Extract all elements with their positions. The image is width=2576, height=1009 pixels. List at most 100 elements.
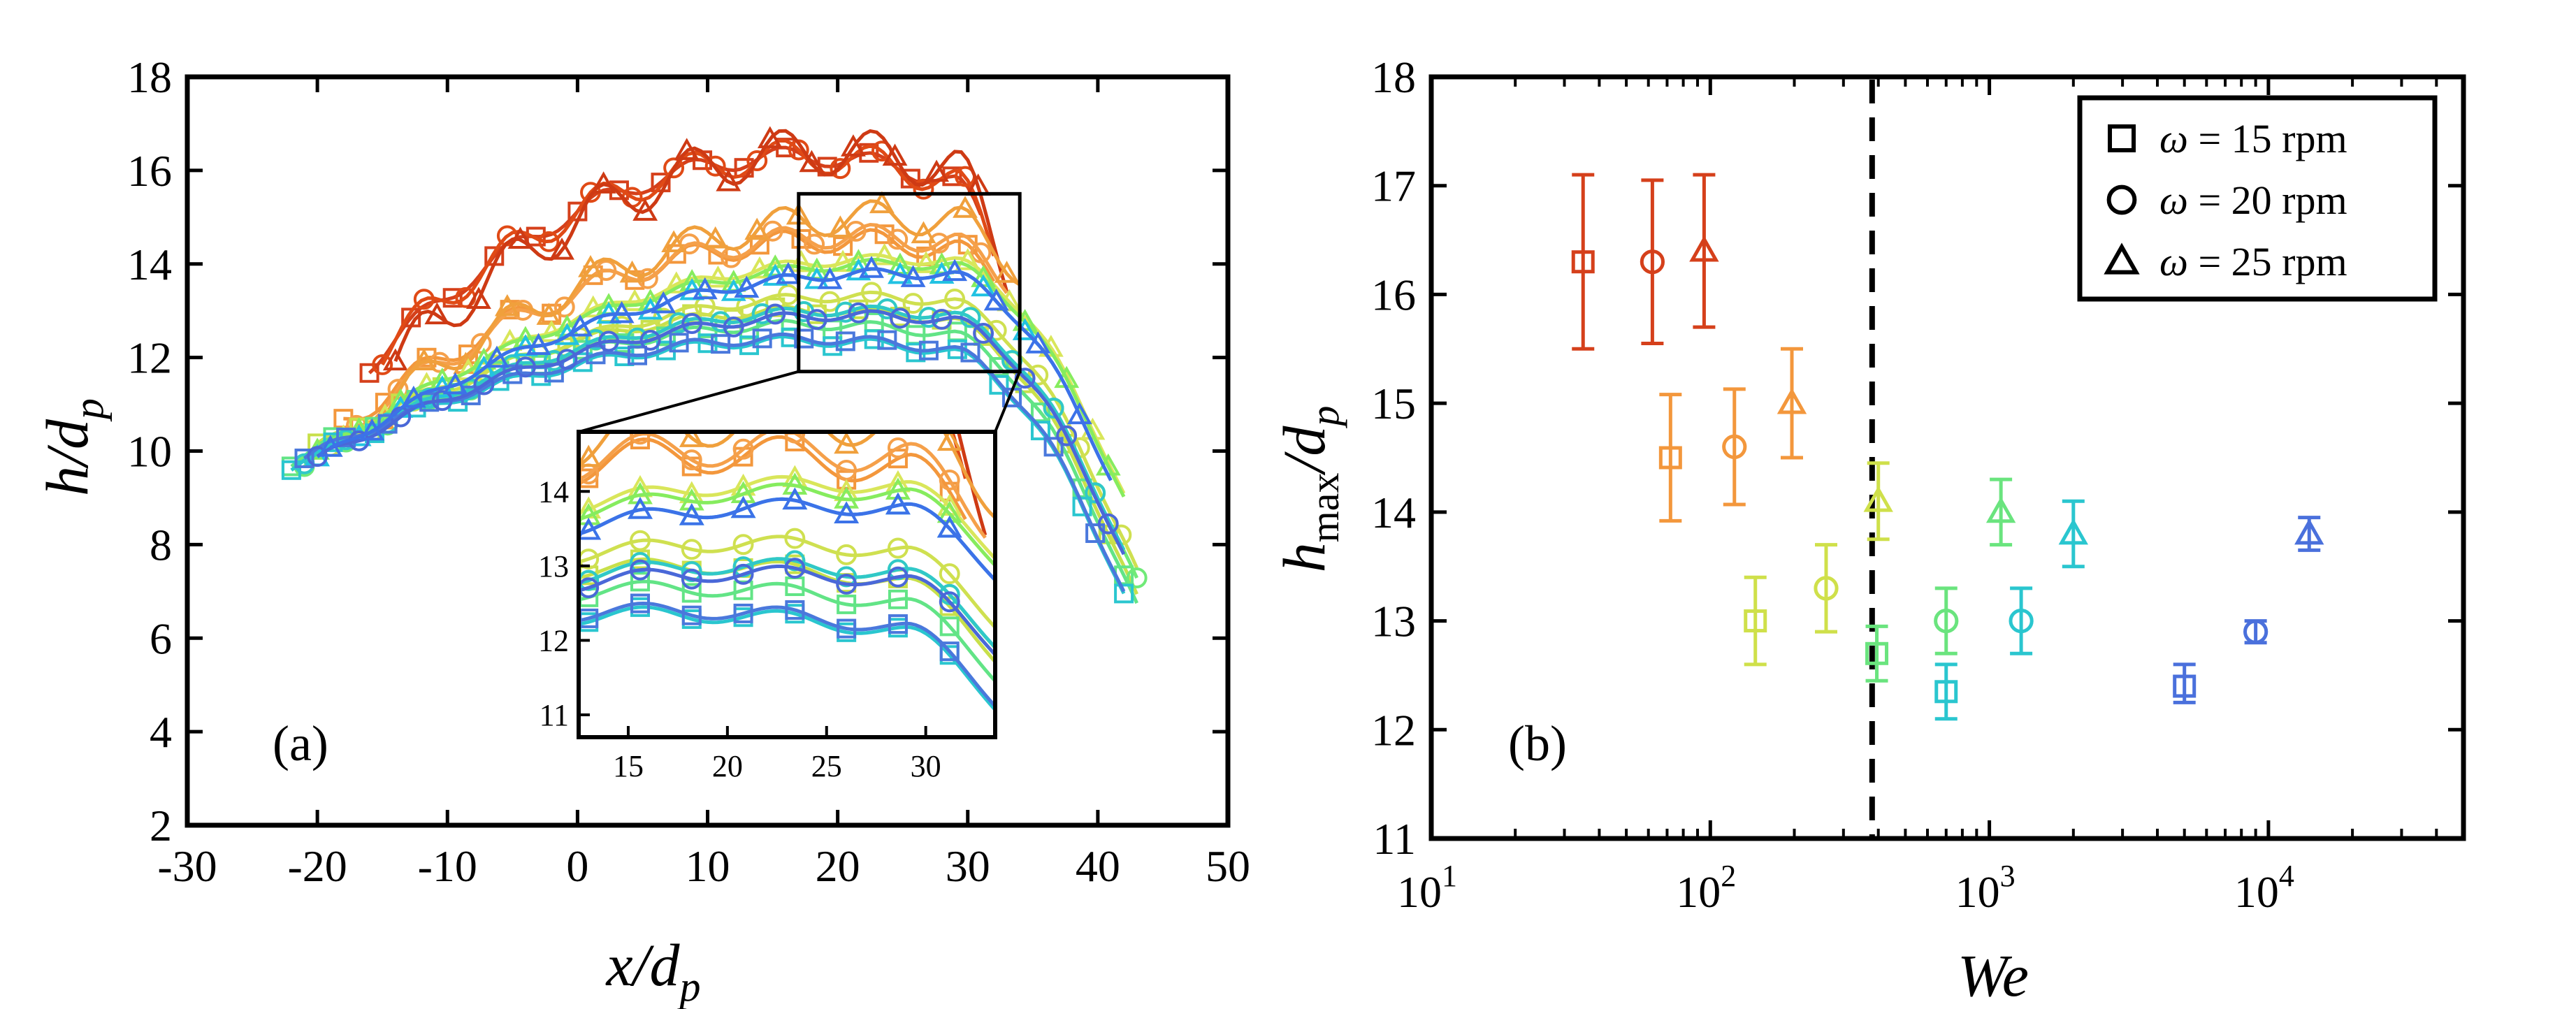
data-point xyxy=(1085,482,1106,504)
data-point xyxy=(723,316,744,337)
inset-data-point xyxy=(782,487,808,510)
data-point xyxy=(609,300,635,324)
data-point xyxy=(1640,249,1665,275)
inset-series-line xyxy=(579,474,995,560)
x-tick-label: 103 xyxy=(1955,859,2016,917)
x-tick-label: 40 xyxy=(1076,841,1120,891)
x-tick-label: -30 xyxy=(157,841,217,891)
inset-data-point xyxy=(939,616,960,637)
data-point xyxy=(791,228,811,249)
inset-data-point xyxy=(888,398,908,416)
data-point xyxy=(639,329,661,351)
data-point xyxy=(417,347,437,368)
inset-data-point xyxy=(679,503,704,525)
inset-series-line xyxy=(579,482,995,567)
panel-a-ticks: -30 -20 -10 0 10 20 30 40 50 2 4 6 8 10 12 14 16 18 xyxy=(127,52,1250,891)
y-tick-label: 14 xyxy=(1371,488,1416,537)
data-point xyxy=(2243,619,2269,644)
inset-data-point xyxy=(939,386,960,405)
inset-data-point xyxy=(732,534,754,556)
data-point xyxy=(674,138,700,160)
panel-b-points xyxy=(1571,173,2324,721)
data-point xyxy=(1025,331,1051,354)
y-tick-label: 12 xyxy=(127,333,172,383)
data-point xyxy=(2294,518,2324,545)
x-tick-label: -10 xyxy=(418,841,477,891)
series-line xyxy=(393,129,1008,363)
inset-data-point xyxy=(730,481,756,503)
data-point xyxy=(2058,518,2089,545)
data-point xyxy=(1030,421,1050,441)
panel-b-ylabel-sub: max xyxy=(1302,473,1347,543)
data-point xyxy=(661,230,687,253)
data-point xyxy=(627,345,647,365)
inset-y-tick-label: 13 xyxy=(538,549,569,583)
y-tick-label: 12 xyxy=(1371,705,1416,755)
legend-value: = 15 rpm xyxy=(2188,116,2347,161)
inset-x-tick-label: 20 xyxy=(712,749,743,783)
inset-data-point xyxy=(628,497,653,519)
inset-data-point xyxy=(887,437,909,458)
data-point xyxy=(1934,680,1958,704)
data-point xyxy=(294,448,314,468)
data-point xyxy=(765,303,786,325)
data-point xyxy=(1744,609,1767,633)
data-point xyxy=(1043,397,1064,419)
data-point xyxy=(382,348,408,371)
data-point xyxy=(924,159,950,182)
data-point xyxy=(681,313,703,334)
data-point xyxy=(830,249,855,273)
data-point xyxy=(591,171,616,194)
panel-b-ylabel: hmax/dp xyxy=(1271,406,1347,573)
data-point xyxy=(359,418,385,441)
data-point xyxy=(887,228,909,250)
data-point xyxy=(586,344,606,365)
x-tick-exp: 2 xyxy=(1721,859,1736,893)
panel-a-xlabel-main: x/d xyxy=(605,931,680,999)
data-point xyxy=(711,334,731,354)
data-point xyxy=(567,314,593,337)
data-point xyxy=(1689,235,1719,262)
data-point xyxy=(1056,425,1078,447)
data-point xyxy=(632,198,658,221)
data-point xyxy=(882,143,908,166)
legend-value: = 20 rpm xyxy=(2188,177,2347,223)
data-point xyxy=(413,289,435,310)
inset-data-point xyxy=(887,537,909,559)
data-point xyxy=(902,293,924,314)
data-point xyxy=(871,242,897,266)
x-tick-label: 101 xyxy=(1397,859,1457,917)
inset-y-tick-label: 14 xyxy=(538,474,569,509)
inset-y-tick-label: 12 xyxy=(538,623,569,658)
inset-data-point xyxy=(630,559,651,581)
inset-data-point xyxy=(681,605,702,625)
inset-x-tick-label: 30 xyxy=(911,749,941,783)
inset-x-tick-label: 15 xyxy=(613,749,644,783)
data-point xyxy=(1722,434,1747,460)
data-point xyxy=(494,293,520,317)
x-tick-label: 102 xyxy=(1676,859,1736,917)
data-point xyxy=(622,289,648,312)
data-point xyxy=(442,372,468,395)
inset-data-point xyxy=(834,432,860,454)
data-point xyxy=(799,150,825,173)
data-point xyxy=(692,277,718,300)
data-point xyxy=(752,328,772,349)
data-point xyxy=(2009,608,2034,634)
inset-data-point xyxy=(939,641,960,662)
data-point xyxy=(830,158,851,180)
data-point xyxy=(538,231,560,252)
data-point xyxy=(960,342,981,363)
panel-a-axes-frame xyxy=(184,74,1231,828)
data-point xyxy=(1814,576,1839,601)
x-tick-base: 10 xyxy=(1397,867,1442,917)
data-point xyxy=(1658,446,1682,470)
data-point xyxy=(1985,496,2016,523)
data-point xyxy=(1571,250,1595,274)
data-point xyxy=(900,265,926,287)
inset-data-point xyxy=(782,472,808,495)
data-point xyxy=(1777,388,1807,414)
